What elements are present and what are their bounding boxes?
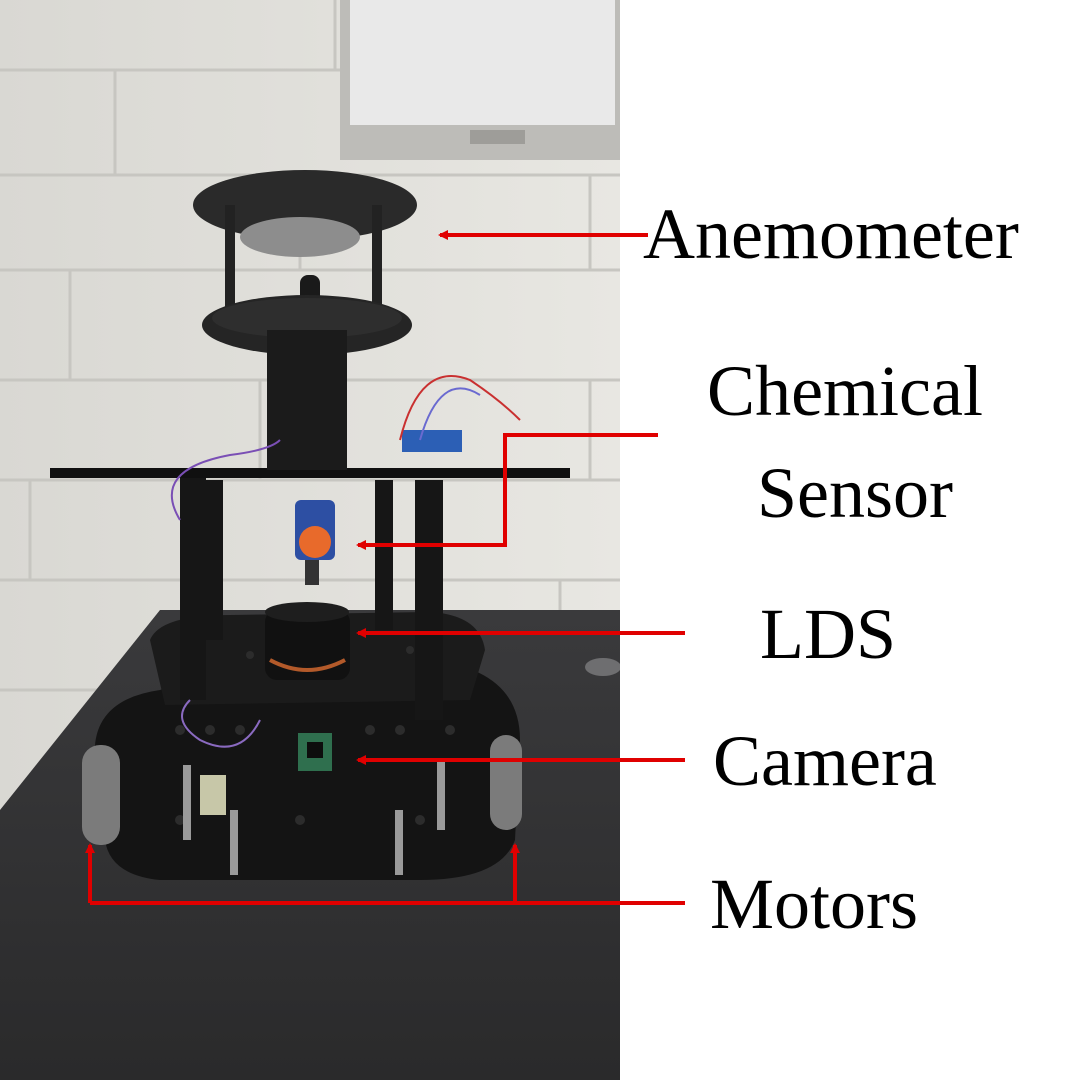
label-chemical-line2: Sensor xyxy=(757,453,953,533)
label-camera: Camera xyxy=(713,721,937,801)
arrow-chemical-sensor xyxy=(356,433,658,550)
label-anemometer: Anemometer xyxy=(643,194,1019,274)
label-motors: Motors xyxy=(710,864,919,944)
robot-body xyxy=(50,170,570,880)
label-lds: LDS xyxy=(760,594,897,674)
annotation-arrows xyxy=(85,230,685,905)
label-chemical-line1: Chemical xyxy=(707,351,983,431)
